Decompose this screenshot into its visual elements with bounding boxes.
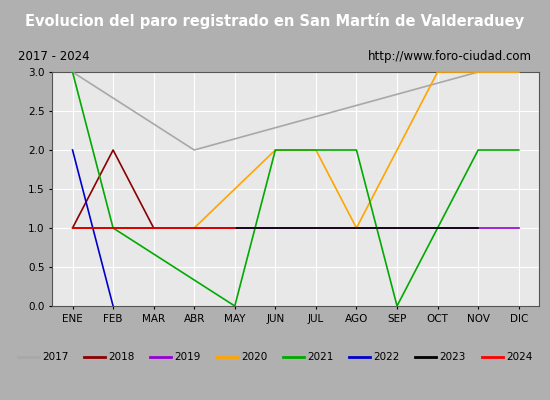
Text: 2022: 2022	[373, 352, 400, 362]
Text: 2021: 2021	[307, 352, 333, 362]
Text: 2024: 2024	[506, 352, 532, 362]
Text: 2017 - 2024: 2017 - 2024	[18, 50, 90, 63]
Text: Evolucion del paro registrado en San Martín de Valderaduey: Evolucion del paro registrado en San Mar…	[25, 13, 525, 29]
Text: 2020: 2020	[241, 352, 267, 362]
Text: 2023: 2023	[439, 352, 466, 362]
Text: 2019: 2019	[174, 352, 201, 362]
Text: 2018: 2018	[108, 352, 135, 362]
Text: http://www.foro-ciudad.com: http://www.foro-ciudad.com	[368, 50, 532, 63]
Text: 2017: 2017	[42, 352, 68, 362]
